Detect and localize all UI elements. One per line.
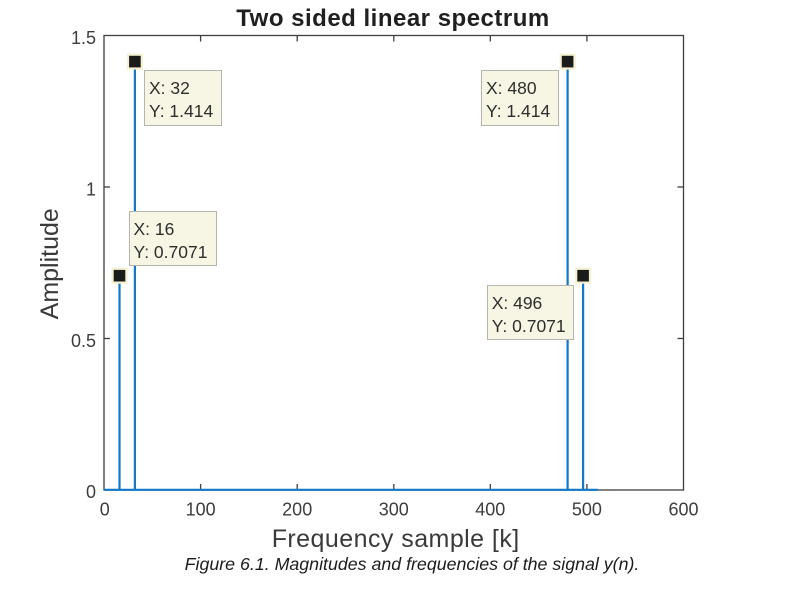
svg-text:400: 400 <box>475 500 505 520</box>
svg-text:500: 500 <box>572 500 602 520</box>
svg-text:1.5: 1.5 <box>71 28 96 48</box>
svg-text:Amplitude: Amplitude <box>36 208 64 319</box>
svg-text:200: 200 <box>282 500 312 520</box>
svg-text:1: 1 <box>86 179 96 199</box>
svg-text:0.5: 0.5 <box>71 331 96 351</box>
svg-text:Figure 6.1. Magnitudes and fre: Figure 6.1. Magnitudes and frequencies o… <box>185 554 640 574</box>
svg-text:Two sided linear spectrum: Two sided linear spectrum <box>236 5 549 32</box>
svg-text:600: 600 <box>668 500 698 520</box>
svg-text:100: 100 <box>186 500 216 520</box>
svg-text:Frequency sample [k]: Frequency sample [k] <box>272 525 520 553</box>
svg-text:0: 0 <box>86 482 96 502</box>
svg-text:0: 0 <box>100 500 110 520</box>
svg-text:300: 300 <box>379 500 409 520</box>
